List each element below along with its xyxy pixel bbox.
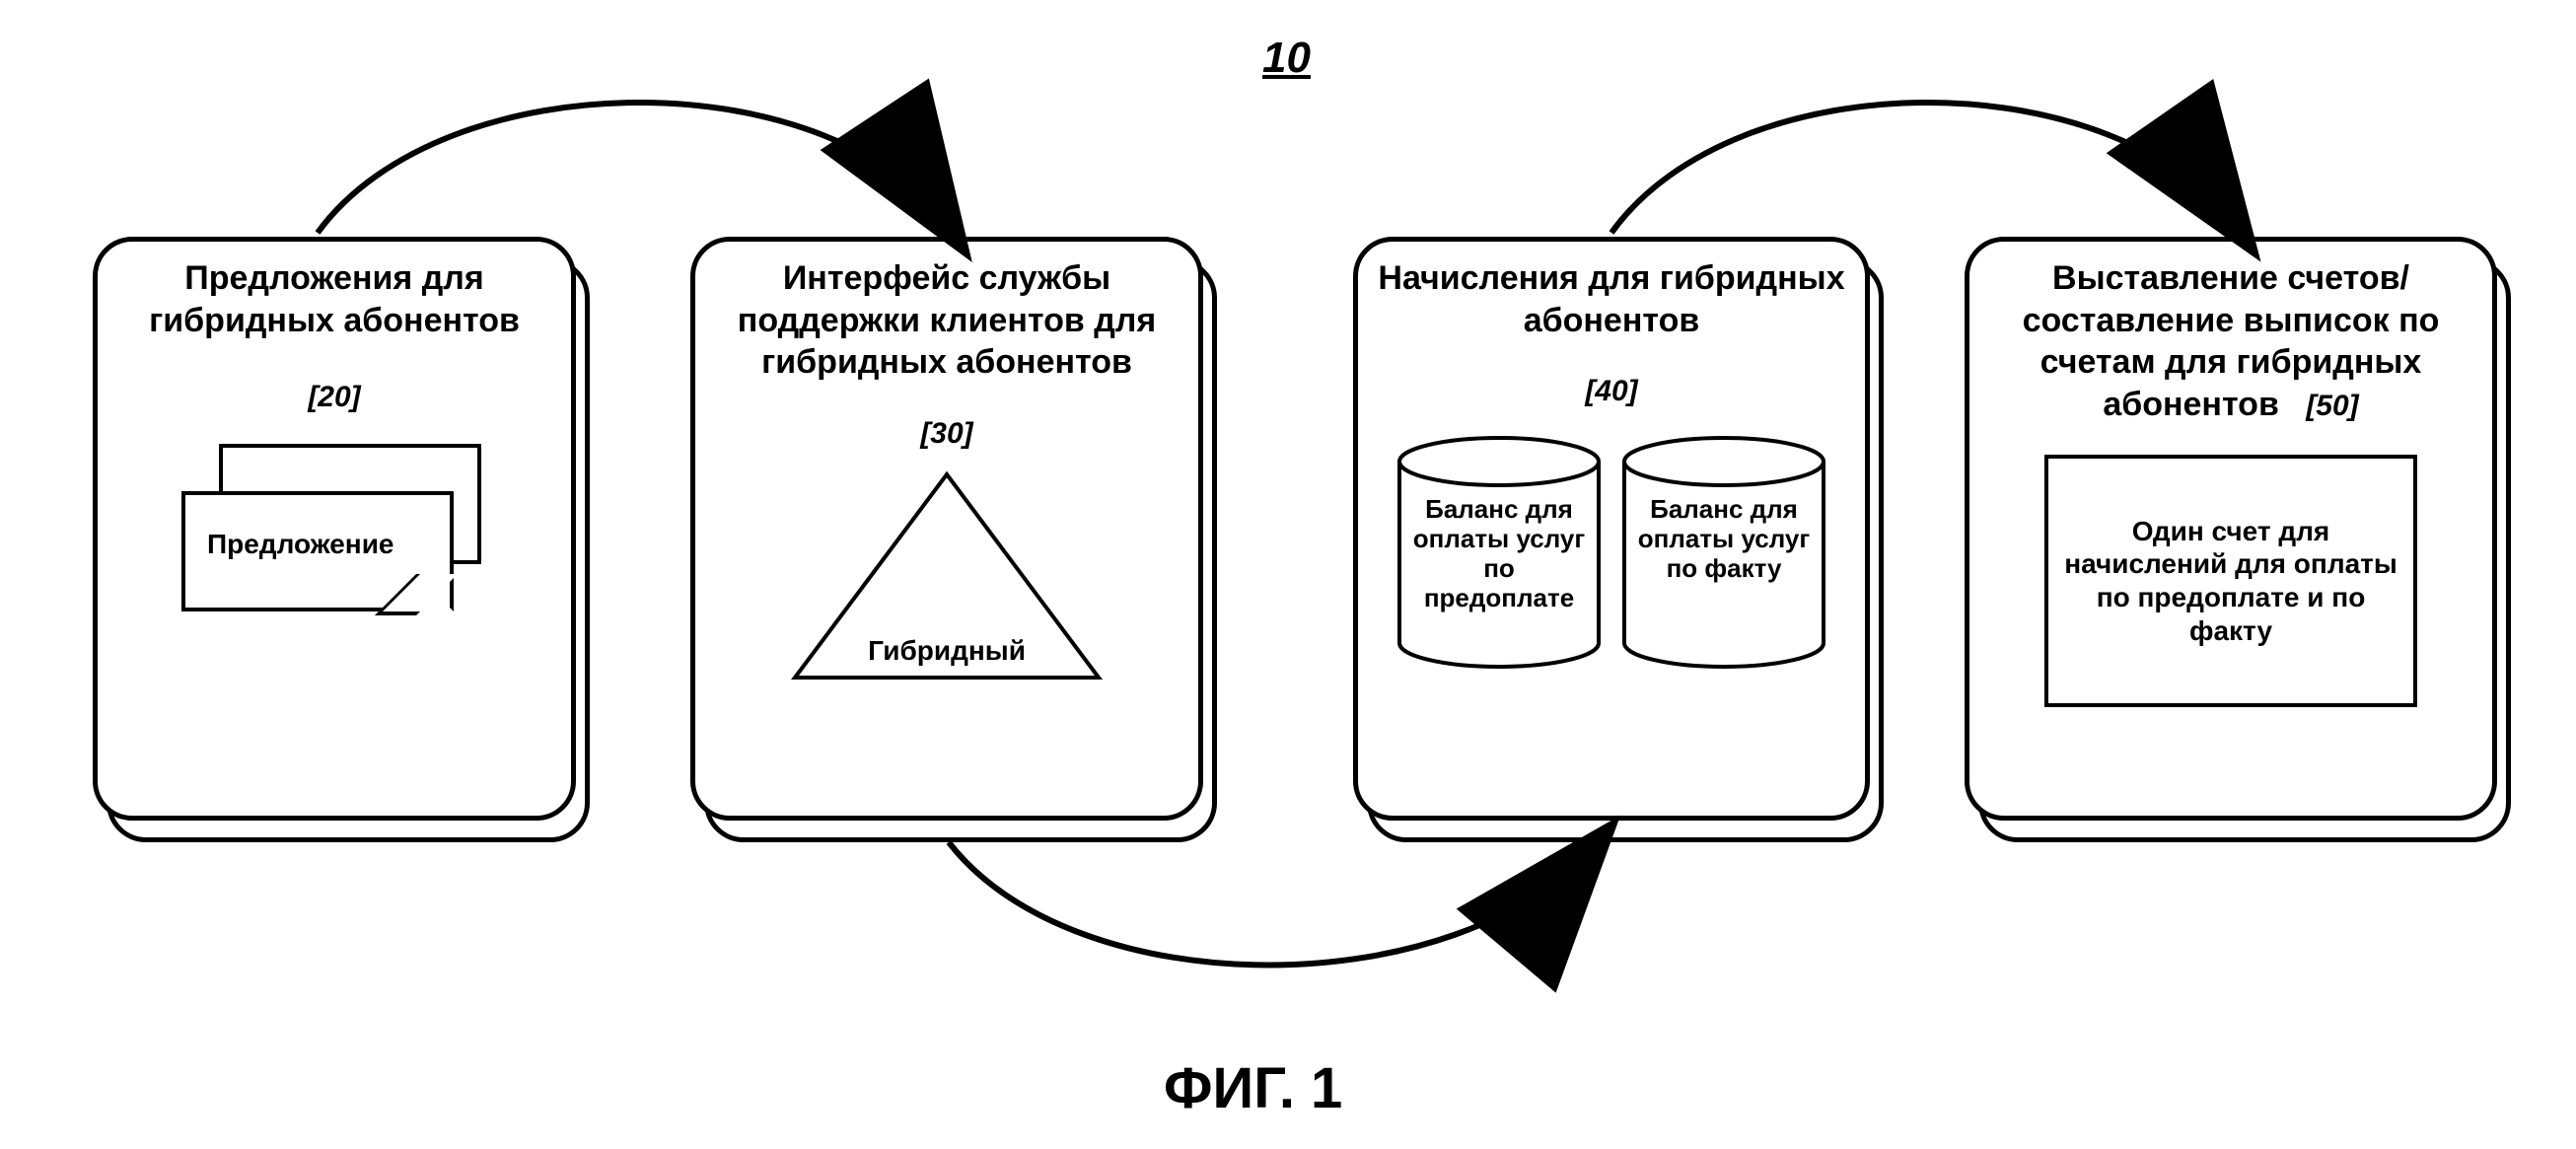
card-title: Интерфейс службы поддержки клиентов для … (709, 257, 1184, 384)
triangle-label: Гибридный (868, 635, 1026, 666)
card-ref: [50] (2306, 390, 2358, 422)
node-offers: Предложения для гибридных абонентов [20]… (93, 237, 590, 842)
card-header: Выставление счетов/ составление выписок … (1983, 257, 2478, 425)
card-title: Начисления для гибридных абонентов (1372, 257, 1851, 341)
billing-inner-box: Один счет для начислений для оплаты по п… (2044, 455, 2417, 707)
page-curl-icon (416, 574, 454, 611)
cylinder-row: Баланс для оплаты услуг по предоплате Ба… (1395, 434, 1827, 671)
offer-label: Предложение (207, 529, 394, 560)
cylinder-prepaid: Баланс для оплаты услуг по предоплате (1395, 434, 1603, 671)
node-billing: Выставление счетов/ составление выписок … (1965, 237, 2511, 842)
card-title: Выставление счетов/ составление выписок … (2023, 259, 2440, 423)
figure-caption: ФИГ. 1 (1164, 1055, 1342, 1121)
card-front: Начисления для гибридных абонентов [40] … (1353, 237, 1870, 821)
figure-id: 10 (1262, 34, 1311, 83)
triangle-icon: Гибридный (789, 468, 1105, 683)
card-front: Интерфейс службы поддержки клиентов для … (690, 237, 1203, 821)
card-front: Предложения для гибридных абонентов [20]… (93, 237, 576, 821)
node-charges: Начисления для гибридных абонентов [40] … (1353, 237, 1884, 842)
node-csr-interface: Интерфейс службы поддержки клиентов для … (690, 237, 1217, 842)
flow-arrow (318, 103, 953, 233)
offer-stack: Предложение (181, 444, 487, 621)
card-ref: [30] (920, 417, 972, 451)
cylinder-label: Баланс для оплаты услуг по факту (1630, 495, 1818, 584)
flow-arrow (1611, 103, 2241, 233)
card-ref: [40] (1585, 375, 1637, 408)
card-ref: [20] (308, 381, 360, 414)
card-title: Предложения для гибридных абонентов (111, 257, 557, 341)
flow-arrow (949, 842, 1598, 966)
cylinder-label: Баланс для оплаты услуг по предоплате (1405, 495, 1593, 613)
card-front: Выставление счетов/ составление выписок … (1965, 237, 2497, 821)
cylinder-postpaid: Баланс для оплаты услуг по факту (1620, 434, 1827, 671)
